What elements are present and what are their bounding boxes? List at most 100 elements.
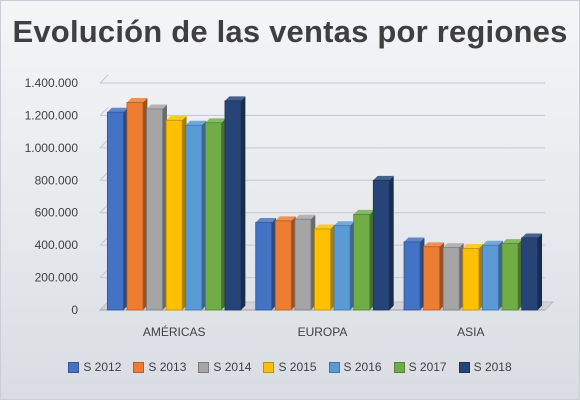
legend-label: S 2017 [408,360,447,374]
bar-top-face [334,221,355,226]
legend-label: S 2018 [473,360,512,374]
bar-s-2013-europa [274,216,296,311]
bar-top-face [353,209,375,215]
bar-front-face [314,228,331,311]
bar-top-face [502,239,523,244]
bar-s-2017-asia [501,239,523,311]
bar-s-2015-asia [462,243,484,311]
bar-top-face [373,175,394,181]
chart-title: Evolución de las ventas por regiones [12,14,568,49]
bar-top-face [126,98,148,103]
bar-top-face [107,107,128,113]
legend-swatch [263,361,275,373]
bar-side-face [240,96,246,310]
x-tick-label: AMÉRICAS [143,324,206,339]
legend-label: S 2014 [213,360,252,374]
y-tick-label: 600.000 [35,206,79,220]
bar-front-face [442,247,460,311]
bar-front-face [255,222,273,311]
y-tick-label: 200.000 [35,271,79,285]
bar-top-face [482,240,503,246]
legend-swatch [393,361,405,373]
legend-swatch [68,361,80,373]
legend-item: S 2012 [68,360,121,374]
bar-front-face [165,119,183,311]
gridline-depth [99,74,109,84]
bar-top-face [314,224,335,229]
legend-item: S 2017 [393,360,447,374]
bar-front-face [482,244,499,311]
bar-top-face [521,233,543,238]
gridline-depth [99,204,109,214]
bar-s-2015-américas [165,115,187,311]
bar-top-face [255,218,277,223]
bar-front-face [462,247,480,311]
bar-front-face [501,243,519,311]
bar-top-face [404,237,425,242]
bar-s-2018-europa [372,175,394,311]
bar-top-face [185,120,207,126]
bar-front-face [403,241,421,311]
bar-front-face [204,122,222,311]
bar-s-2018-américas [224,96,246,311]
bar-s-2014-américas [146,104,167,311]
gridline-depth [99,139,109,149]
bar-top-face [224,96,246,101]
bar-front-face [185,124,203,311]
bar-s-2014-asia [442,243,464,311]
bar-s-2013-américas [126,98,148,311]
bar-s-2016-américas [185,120,207,311]
y-tick-label: 1.200.000 [25,108,79,122]
chart-legend: S 2012 S 2013 S 2014 S 2015 S 2016 S 2017 S 20… [0,360,580,374]
bar-top-face [294,214,316,220]
bar-s-2016-asia [482,240,503,311]
bar-top-face [462,243,484,249]
bar-top-face [275,216,296,221]
bar-front-face [274,220,292,311]
bar-front-face [126,102,144,311]
legend-item: S 2013 [133,360,186,374]
y-tick-label: 400.000 [35,238,79,252]
gridline-depth [99,171,109,181]
bar-top-face [423,242,445,247]
gridline-depth [99,236,109,246]
bar-top-face [166,115,187,121]
bar-front-face [372,179,390,311]
bar-s-2017-américas [204,118,226,311]
y-tick-label: 0 [71,303,78,317]
bar-front-face [106,111,124,311]
y-tick-label: 800.000 [35,173,79,187]
bar-s-2015-europa [314,224,335,311]
bar-front-face [146,108,163,311]
y-tick-label: 1.000.000 [25,141,79,155]
bar-front-face [353,213,371,311]
legend-swatch [328,361,340,373]
bar-side-face [389,175,394,310]
gridline-depth [99,269,109,278]
bar-top-face [146,104,167,109]
legend-swatch [458,361,470,373]
bar-front-face [224,100,242,311]
gridline-depth [99,107,109,116]
legend-item: S 2014 [198,360,251,374]
bar-s-2018-asia [521,233,543,311]
bar-s-2012-américas [106,107,128,311]
bar-top-face [443,243,464,248]
bar-s-2017-europa [353,209,375,311]
y-tick-label: 1.400.000 [25,76,79,90]
x-tick-label: EUROPA [298,325,348,339]
bar-s-2013-asia [423,242,445,311]
legend-item: S 2016 [328,360,382,374]
legend-item: S 2015 [263,360,317,374]
legend-label: S 2016 [343,360,382,374]
legend-label: S 2012 [83,360,122,374]
legend-label: S 2013 [148,360,187,374]
bar-s-2012-europa [255,218,277,311]
x-tick-label: ASIA [457,325,484,339]
bar-front-face [333,225,351,311]
legend-item: S 2018 [458,360,512,374]
bar-s-2014-europa [294,214,316,311]
legend-swatch [133,361,145,373]
